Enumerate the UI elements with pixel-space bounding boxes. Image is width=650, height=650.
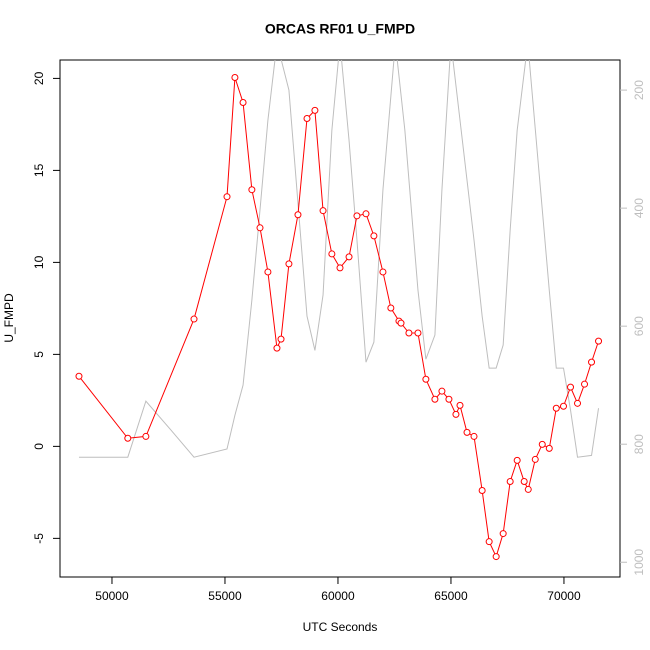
y-tick-label: 20 bbox=[32, 71, 46, 85]
data-point bbox=[560, 402, 568, 410]
data-point bbox=[362, 210, 370, 218]
data-point bbox=[485, 538, 493, 546]
y2-tick-label: 800 bbox=[632, 434, 646, 454]
data-point bbox=[379, 268, 387, 276]
data-point bbox=[142, 432, 150, 440]
chart-title: ORCAS RF01 U_FMPD bbox=[265, 21, 415, 37]
data-point bbox=[319, 207, 327, 215]
data-point bbox=[336, 264, 344, 272]
data-point bbox=[190, 315, 198, 323]
x-tick-label: 50000 bbox=[95, 589, 129, 603]
series-line bbox=[78, 60, 600, 458]
data-point bbox=[438, 387, 446, 395]
y-axis-label: U_FMPD bbox=[2, 293, 16, 343]
data-point bbox=[294, 211, 302, 219]
data-point bbox=[285, 260, 293, 268]
data-point bbox=[370, 232, 378, 240]
data-point bbox=[478, 487, 486, 495]
x-axis-label: UTC Seconds bbox=[303, 620, 378, 634]
y-tick-label: 0 bbox=[32, 443, 46, 450]
data-point bbox=[506, 478, 514, 486]
x-tick-label: 70000 bbox=[547, 589, 581, 603]
data-point bbox=[273, 344, 281, 352]
data-point bbox=[513, 456, 521, 464]
y2-tick-label: 200 bbox=[632, 80, 646, 100]
data-point bbox=[531, 455, 539, 463]
data-point bbox=[463, 428, 471, 436]
data-point bbox=[431, 395, 439, 403]
data-point bbox=[397, 319, 405, 327]
data-point bbox=[499, 530, 507, 538]
data-point bbox=[311, 106, 319, 114]
y-tick-label: 5 bbox=[32, 351, 46, 358]
x-tick-label: 55000 bbox=[208, 589, 242, 603]
plot-frame bbox=[59, 59, 621, 578]
plot-area bbox=[75, 60, 603, 561]
data-point bbox=[303, 115, 311, 123]
data-point bbox=[264, 268, 272, 276]
data-point bbox=[520, 478, 528, 486]
data-point bbox=[452, 410, 460, 418]
data-point bbox=[524, 485, 532, 493]
data-point bbox=[75, 372, 83, 380]
data-point bbox=[405, 329, 413, 337]
data-point bbox=[414, 329, 422, 337]
data-point bbox=[422, 375, 430, 383]
data-point bbox=[387, 304, 395, 312]
data-point bbox=[345, 253, 353, 261]
data-point bbox=[328, 250, 336, 258]
data-point bbox=[595, 337, 603, 345]
y2-tick-label: 600 bbox=[632, 316, 646, 336]
data-point bbox=[545, 444, 553, 452]
data-point bbox=[581, 380, 589, 388]
y-tick-label: -5 bbox=[32, 533, 46, 544]
x-tick-label: 60000 bbox=[321, 589, 355, 603]
data-point bbox=[456, 401, 464, 409]
data-point bbox=[567, 383, 575, 391]
data-point bbox=[239, 99, 247, 107]
data-point bbox=[538, 440, 546, 448]
data-point bbox=[574, 399, 582, 407]
data-point bbox=[124, 434, 132, 442]
x-tick-label: 65000 bbox=[434, 589, 468, 603]
y-tick-label: 15 bbox=[32, 163, 46, 177]
data-point bbox=[588, 358, 596, 366]
data-point bbox=[353, 212, 361, 220]
y2-tick-label: 1000 bbox=[632, 549, 646, 576]
data-point bbox=[492, 553, 500, 561]
y-tick-label: 10 bbox=[32, 255, 46, 269]
data-point bbox=[470, 432, 478, 440]
data-point bbox=[256, 224, 264, 232]
y2-tick-label: 400 bbox=[632, 198, 646, 218]
data-point bbox=[277, 335, 285, 343]
data-point bbox=[223, 193, 231, 201]
data-point bbox=[552, 404, 560, 412]
data-point bbox=[231, 73, 239, 81]
data-point bbox=[248, 186, 256, 194]
data-point bbox=[445, 395, 453, 403]
